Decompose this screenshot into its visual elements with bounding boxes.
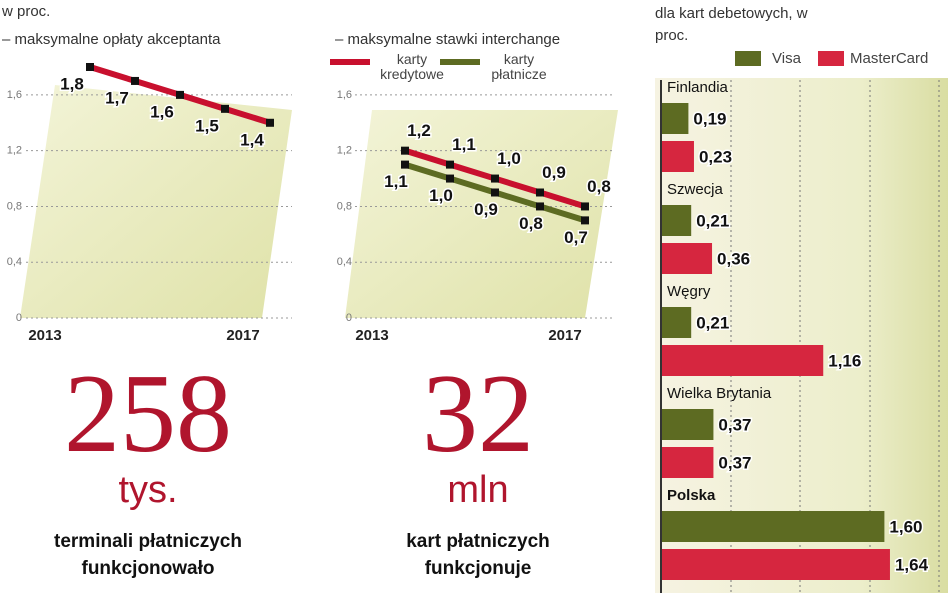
grid — [730, 80, 940, 593]
description: funkcjonowało — [81, 558, 215, 579]
legend-label: MasterCard — [850, 50, 928, 67]
y-tick-label: 0,8 — [337, 200, 352, 212]
data-label: 1,6 — [150, 102, 174, 121]
data-label: 0,8 — [587, 177, 611, 196]
data-label: 0,8 — [519, 214, 543, 233]
bar — [662, 549, 890, 580]
point — [536, 188, 544, 197]
point — [131, 76, 139, 85]
chart-subtitle: – maksymalne stawki interchange — [335, 31, 561, 48]
data-label: 1,1 — [452, 135, 476, 154]
y-tick-label: 0,4 — [337, 256, 352, 268]
description: terminali płatniczych — [54, 531, 242, 552]
point — [536, 202, 544, 211]
description: kart płatniczych — [406, 531, 550, 552]
data-label: 0,37 — [718, 415, 751, 434]
chart-title: dla kart debetowych, w proc. — [655, 5, 808, 44]
category-label: Finlandia — [667, 79, 729, 96]
point — [581, 216, 589, 225]
data-label: 1,5 — [195, 116, 219, 135]
bar — [662, 103, 689, 134]
point — [446, 174, 454, 183]
y-tick-label: 1,6 — [7, 89, 22, 101]
y-tick-label: 1,6 — [337, 89, 352, 101]
x-tick-label: 2013 — [28, 327, 61, 344]
point — [221, 104, 229, 113]
data-label: 1,16 — [828, 351, 861, 370]
category-label: Węgry — [667, 283, 711, 300]
category-label: Wielka Brytania — [667, 385, 772, 402]
data-label: 1,64 — [895, 555, 929, 574]
y-tick-label: 0 — [346, 312, 352, 324]
y-tick-label: 0,8 — [7, 200, 22, 212]
category-label: Polska — [667, 487, 716, 504]
legend-swatch — [735, 51, 761, 66]
data-label: 0,23 — [699, 147, 732, 166]
point — [446, 160, 454, 169]
category-label: Szwecja — [667, 181, 724, 198]
plot-area — [655, 78, 948, 593]
bar — [662, 243, 713, 274]
plot-area — [345, 110, 618, 318]
data-label: 1,8 — [60, 74, 84, 93]
bar — [662, 511, 885, 542]
big-number-unit: mln — [447, 469, 509, 511]
data-label: 0,21 — [696, 313, 729, 332]
x-tick-label: 2017 — [226, 327, 259, 344]
point — [491, 174, 499, 183]
data-label: 0,36 — [717, 249, 750, 268]
point — [491, 188, 499, 197]
data-label: 0,9 — [542, 163, 566, 182]
point — [266, 118, 274, 127]
data-label: 0,7 — [564, 228, 588, 247]
plot-area — [20, 85, 292, 318]
point — [86, 63, 94, 71]
legend-label: karty płatnicze — [491, 51, 547, 82]
data-label: 0,37 — [718, 453, 751, 472]
legend-label: karty kredytowe — [380, 51, 444, 82]
legend-label: Visa — [772, 50, 802, 67]
data-label: 1,4 — [240, 130, 264, 149]
big-number: 32 — [422, 352, 534, 476]
chart-subtitle: – maksymalne opłaty akceptanta — [2, 31, 221, 48]
legend-swatch — [818, 51, 844, 66]
data-label: 1,1 — [384, 172, 408, 191]
point — [401, 146, 409, 155]
bar — [662, 409, 714, 440]
description: funkcjonuje — [424, 558, 532, 579]
bar — [662, 141, 694, 172]
data-label: 0,9 — [474, 200, 498, 219]
bar — [662, 307, 692, 338]
big-number: 258 — [64, 352, 232, 476]
y-tick-label: 0 — [16, 312, 22, 324]
point — [581, 202, 589, 211]
y-tick-label: 1,2 — [337, 145, 352, 157]
data-label: 1,2 — [407, 121, 431, 140]
x-tick-label: 2013 — [355, 327, 388, 344]
data-label: 0,21 — [696, 211, 729, 230]
big-number-unit: tys. — [118, 469, 178, 511]
x-tick-label: 2017 — [548, 327, 581, 344]
data-label: 1,0 — [429, 186, 453, 205]
bar — [662, 205, 692, 236]
point — [401, 160, 409, 169]
data-label: 1,0 — [497, 149, 521, 168]
point — [176, 90, 184, 99]
bar — [662, 447, 714, 478]
chart-title: w proc. — [2, 3, 51, 20]
data-label: 0,19 — [693, 109, 726, 128]
y-tick-label: 1,2 — [7, 145, 22, 157]
data-label: 1,7 — [105, 88, 129, 107]
data-label: 1,60 — [889, 517, 922, 536]
y-tick-label: 0,4 — [7, 256, 22, 268]
bar — [662, 345, 824, 376]
